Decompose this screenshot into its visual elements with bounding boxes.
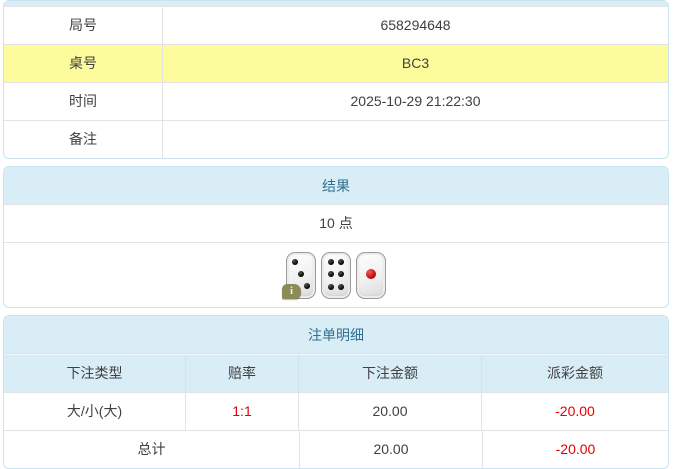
game-info-card: 局号 658294648 桌号 BC3 时间 2025-10-29 21:22:… — [3, 0, 669, 159]
bet-section-title: 注单明细 — [4, 316, 668, 354]
odds-value: 1:1 — [186, 393, 299, 430]
bet-detail-card: 注单明细 下注类型 赔率 下注金额 派彩金额 大/小(大) 1:1 20.00 … — [3, 315, 669, 469]
bet-table-row: 大/小(大) 1:1 20.00 -20.00 — [4, 392, 668, 430]
die-pip — [303, 282, 310, 289]
remark-label: 备注 — [4, 121, 163, 158]
die-pip — [292, 259, 299, 266]
result-section-title: 结果 — [4, 167, 668, 205]
game-id-value: 658294648 — [380, 17, 451, 33]
table-id-value: BC3 — [401, 55, 430, 71]
die-pip — [327, 271, 334, 278]
die-pip — [338, 283, 345, 290]
die-pip — [298, 271, 304, 278]
bet-amount-value: 20.00 — [299, 393, 482, 430]
col-header-bet-type: 下注类型 — [4, 355, 186, 392]
time-label: 时间 — [4, 83, 163, 120]
total-label: 总计 — [4, 431, 300, 468]
bet-type-value: 大/小(大) — [4, 393, 186, 430]
die-pip — [366, 269, 376, 280]
die-2 — [321, 251, 351, 299]
total-payout: -20.00 — [555, 441, 596, 457]
table-row-table-id: 桌号 BC3 — [4, 44, 668, 82]
die-pip — [338, 258, 345, 265]
table-row-time: 时间 2025-10-29 21:22:30 — [4, 82, 668, 120]
remark-value — [163, 121, 668, 158]
total-bet-amount: 20.00 — [300, 431, 483, 468]
cut-off-header-strip — [4, 1, 668, 6]
bet-table-header-row: 下注类型 赔率 下注金额 派彩金额 — [4, 354, 668, 392]
payout-value: -20.00 — [555, 403, 595, 419]
die-3 — [356, 251, 386, 299]
col-header-odds: 赔率 — [186, 355, 299, 392]
table-id-label: 桌号 — [4, 45, 163, 82]
time-value: 2025-10-29 21:22:30 — [350, 93, 481, 109]
col-header-bet-amount: 下注金额 — [299, 355, 482, 392]
col-header-payout: 派彩金额 — [547, 365, 603, 381]
result-card: 结果 10 点 i — [3, 166, 669, 308]
die-pip — [327, 258, 334, 265]
result-points: 10 点 — [4, 205, 668, 243]
bet-table-total-row: 总计 20.00 -20.00 — [4, 430, 668, 468]
game-id-label: 局号 — [4, 7, 163, 44]
dice-row: i — [4, 243, 668, 307]
table-row-remark: 备注 — [4, 120, 668, 158]
die-1: i — [282, 251, 316, 299]
table-row-game-id: 局号 658294648 — [4, 6, 668, 44]
die-pip — [338, 271, 345, 278]
info-badge-icon[interactable]: i — [282, 283, 301, 299]
die-pip — [327, 283, 334, 290]
